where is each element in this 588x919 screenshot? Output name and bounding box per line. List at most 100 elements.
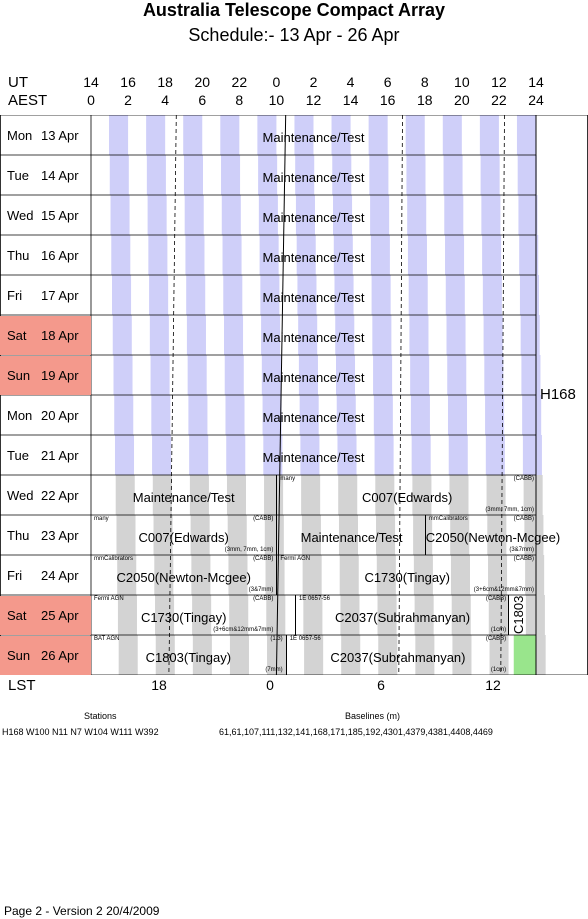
schedule-block[interactable]: Maintenance/Test — [91, 275, 536, 315]
schedule-block[interactable]: Maintenance/Test — [91, 235, 536, 275]
hour-stripe — [373, 355, 393, 395]
day-label: Sat 25 Apr — [0, 596, 91, 635]
block-label: C1730(Tingay) — [364, 570, 450, 585]
day-label: Sat 18 Apr — [0, 316, 91, 355]
hour-stripe — [410, 395, 430, 435]
day-name: Thu — [7, 528, 30, 543]
hour-stripe — [302, 555, 322, 595]
block-label: Maintenance/Test — [262, 450, 365, 465]
hour-stripe — [520, 315, 540, 355]
schedule-block[interactable]: Maintenance/Test — [91, 315, 536, 355]
hour-stripe — [221, 155, 241, 195]
block-source: 1E 0657-56 — [289, 636, 321, 642]
block-label: Maintenance/Test — [262, 170, 365, 185]
hour-stripe — [192, 635, 212, 675]
schedule-block[interactable]: Maintenance/Test — [91, 395, 536, 435]
hour-stripe — [258, 155, 278, 195]
hour-stripe — [369, 155, 389, 195]
hour-stripe — [485, 435, 505, 475]
hour-stripe — [112, 275, 132, 315]
hour-stripe — [488, 555, 508, 595]
hour-stripe — [336, 395, 356, 435]
day-date: 18 Apr — [41, 328, 79, 343]
ut-tick-label: 12 — [491, 74, 507, 90]
hour-stripe — [294, 115, 314, 155]
hour-stripe — [117, 555, 137, 595]
block-label: C2037(Subrahmanyan) — [330, 650, 466, 665]
hour-stripe — [224, 315, 244, 355]
aest-tick-label: 18 — [416, 92, 433, 108]
hour-stripe — [488, 595, 508, 635]
schedule-block[interactable]: Maintenance/Test — [91, 115, 536, 155]
lst-tick-label: 18 — [151, 677, 167, 693]
sunrise-line — [398, 115, 403, 675]
ut-tick-label: 4 — [346, 74, 355, 90]
page-subtitle: Schedule:- 13 Apr - 26 Apr — [188, 25, 400, 45]
hour-stripe — [151, 395, 171, 435]
block-bands: (3+6cm&12mm&7mm) — [213, 627, 274, 633]
day-date: 22 Apr — [41, 488, 79, 503]
hour-stripe — [452, 635, 472, 675]
hour-stripe — [263, 435, 283, 475]
schedule-block[interactable]: C2050(Newton-Mcgee) mmCalibrators (CABB) (3… — [424, 515, 561, 555]
hour-stripe — [485, 395, 505, 435]
schedule-block[interactable]: C1730(Tingay) Fermi AGN (CABB) (3+6cm&12mm&… — [276, 555, 537, 595]
hour-stripe — [226, 435, 246, 475]
schedule-block[interactable]: Maintenance/Test — [91, 475, 276, 515]
block-label: C2050(Newton-Mcgee) — [116, 570, 251, 585]
schedule-block[interactable]: C2037(Subrahmanyan) 1E 0657-56 (CABB) (1cm) — [285, 635, 510, 675]
block-correlator: (1.3) — [270, 636, 283, 642]
hour-stripe — [450, 555, 470, 595]
schedule-block[interactable]: Maintenance/Test — [91, 195, 536, 235]
block-label: C2037(Subrahmanyan) — [334, 610, 471, 625]
block-source: many — [94, 516, 109, 522]
schedule-block[interactable]: Maintenance/Test — [276, 515, 425, 555]
block-label: Maintenance/Test — [132, 490, 235, 505]
hour-stripe — [258, 195, 278, 235]
day-label: Fri 17 Apr — [0, 276, 91, 315]
schedule-block[interactable]: C2037(Subrahmanyan) 1E 0657-56 (CABB) (1cm) — [294, 595, 509, 635]
schedule-block[interactable]: C007(Edwards) many (CABB) (3mm, 7mm, 1cm) — [276, 475, 537, 515]
hour-stripe — [185, 235, 205, 275]
hour-stripe — [484, 355, 504, 395]
block-label: Maintenance/Test — [300, 530, 403, 545]
day-date: 13 Apr — [41, 128, 79, 143]
hour-stripe — [331, 115, 351, 155]
schedule-block[interactable]: C1803(Tingay) BAT AGN (1.3) (7mm) — [91, 635, 286, 675]
schedule-block[interactable]: C1803 — [508, 595, 537, 635]
hour-stripe — [339, 555, 359, 595]
schedule-block[interactable]: C007(Edwards) many (CABB) (3mm, 7mm, 1cm) — [91, 515, 276, 555]
schedule-block[interactable]: C2050(Newton-Mcgee) mmCalibrators (CABB) (3… — [91, 555, 276, 595]
hour-stripe — [340, 595, 360, 635]
schedule-block[interactable]: Maintenance/Test — [91, 355, 536, 395]
hour-stripe — [370, 235, 390, 275]
schedule-block[interactable]: Maintenance/Test — [91, 435, 536, 475]
hour-stripe — [188, 395, 208, 435]
day-date: 14 Apr — [41, 168, 79, 183]
block-label: C2050(Newton-Mcgee) — [425, 530, 561, 545]
block-correlator: (CABB) — [253, 596, 274, 602]
day-name: Sun — [7, 368, 31, 383]
day-name: Fri — [7, 288, 23, 303]
hour-stripe — [368, 115, 388, 155]
hour-stripe — [295, 195, 315, 235]
hour-stripe — [414, 595, 434, 635]
lst-zero-line — [275, 115, 287, 675]
hour-stripe — [297, 275, 317, 315]
hour-stripe — [483, 315, 503, 355]
hour-stripe — [301, 475, 321, 515]
hour-stripe — [189, 435, 209, 475]
schedule-block[interactable]: C1730(Tingay) Fermi AGN (CABB) (3+6cm&12mm&… — [91, 595, 276, 635]
day-date: 20 Apr — [41, 408, 79, 423]
baselines-title: Baselines (m) — [345, 711, 401, 721]
hour-stripe — [411, 435, 431, 475]
day-date: 26 Apr — [41, 648, 79, 663]
hour-stripe — [338, 475, 358, 515]
twilight-line — [500, 115, 505, 675]
schedule-block[interactable]: Maintenance/Test — [91, 155, 536, 195]
block-label: Maintenance/Test — [262, 130, 365, 145]
hour-stripe — [375, 475, 395, 515]
block-source: Fermi AGN — [280, 556, 311, 562]
ut-axis-label: UT — [8, 74, 28, 91]
block-label: Maintenance/Test — [262, 410, 365, 425]
